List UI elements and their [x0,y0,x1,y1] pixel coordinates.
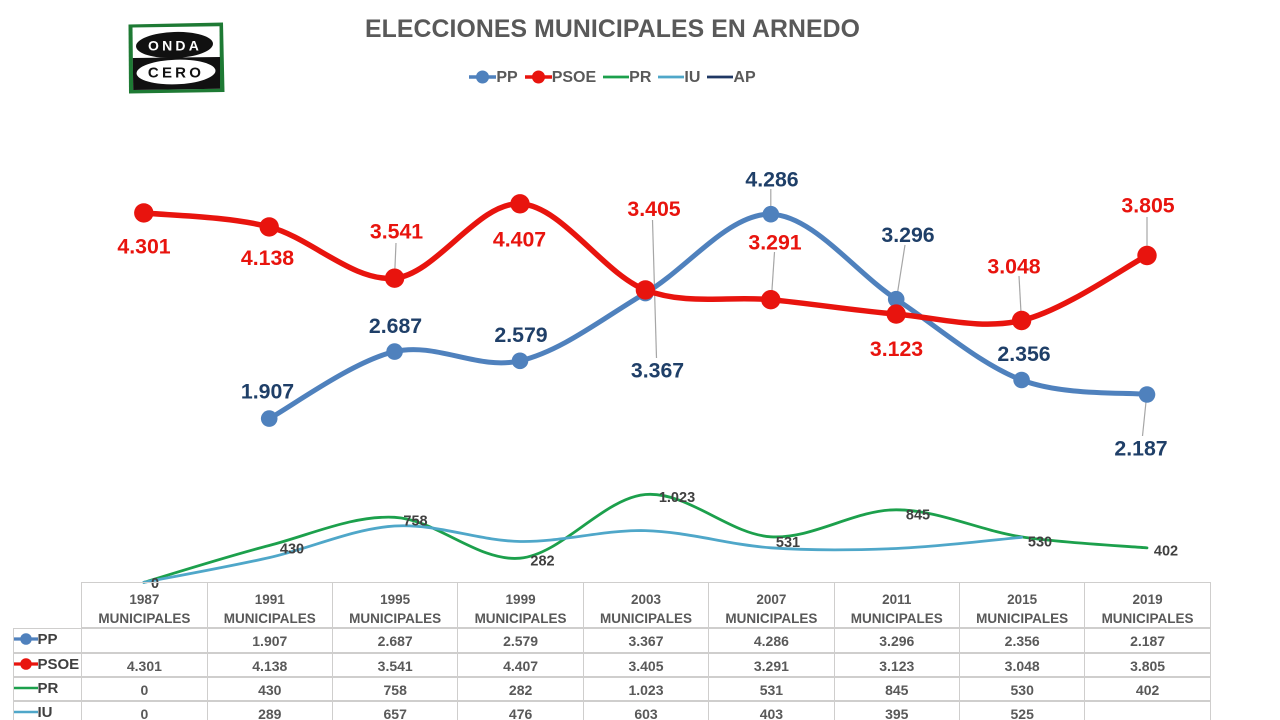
svg-text:3.805: 3.805 [1121,194,1174,218]
svg-text:0: 0 [151,576,159,592]
svg-text:1.907: 1.907 [241,380,294,404]
svg-text:CERO: CERO [148,65,204,82]
svg-text:4.286: 4.286 [745,168,798,192]
svg-text:4.301: 4.301 [117,235,170,259]
svg-text:758: 758 [403,514,427,530]
svg-text:531: 531 [776,535,800,551]
svg-text:2.187: 2.187 [1114,437,1167,461]
svg-text:430: 430 [280,542,304,558]
svg-text:3.296: 3.296 [881,223,934,247]
svg-text:2.687: 2.687 [369,314,422,338]
svg-text:3.541: 3.541 [370,220,423,244]
svg-text:282: 282 [530,554,554,570]
svg-text:3.123: 3.123 [870,337,923,361]
svg-text:2.579: 2.579 [494,323,547,347]
svg-text:845: 845 [906,508,930,524]
svg-text:4.407: 4.407 [493,228,546,252]
svg-text:530: 530 [1028,535,1052,551]
svg-text:3.291: 3.291 [748,231,801,255]
svg-text:3.048: 3.048 [987,255,1040,279]
svg-text:1.023: 1.023 [659,490,695,506]
svg-text:ONDA: ONDA [148,38,202,54]
svg-text:402: 402 [1154,544,1178,560]
svg-text:3.367: 3.367 [631,359,684,383]
svg-text:4.138: 4.138 [241,246,294,270]
svg-text:2.356: 2.356 [997,342,1050,366]
svg-text:3.405: 3.405 [627,197,680,221]
